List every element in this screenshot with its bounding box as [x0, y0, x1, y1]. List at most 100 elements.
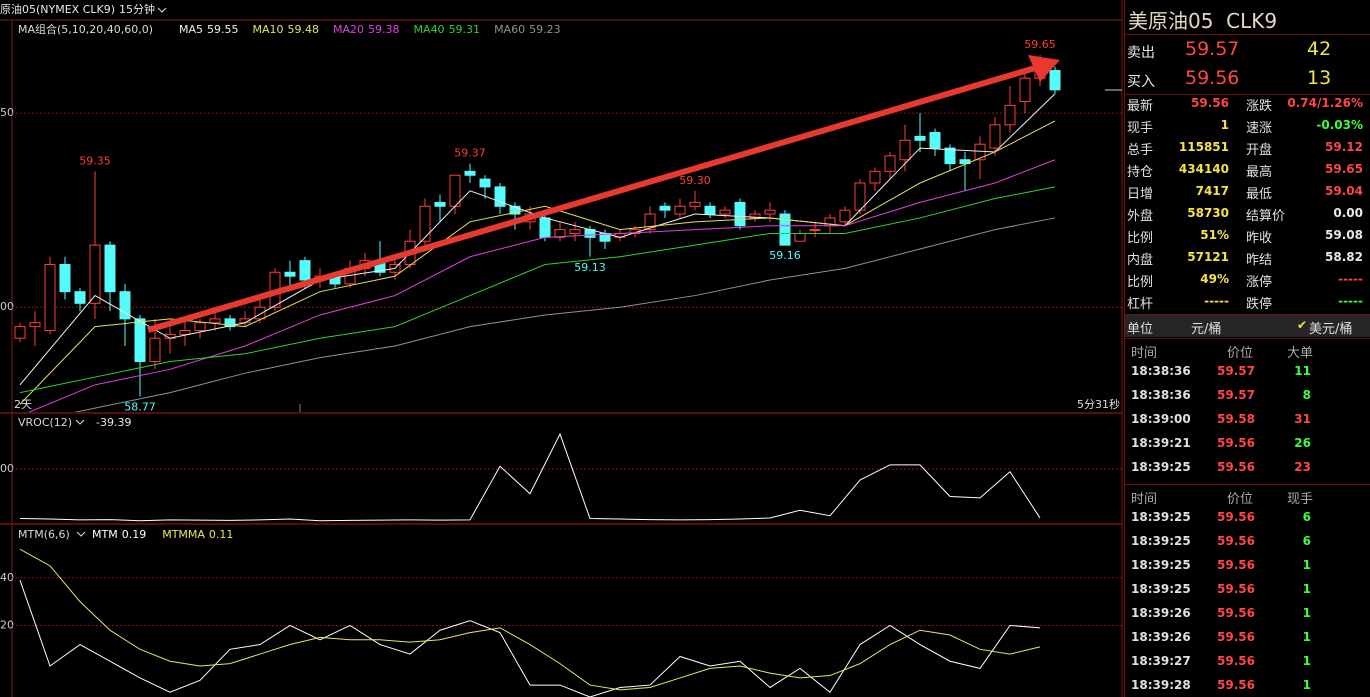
- ma-line: [28, 159, 1056, 412]
- ma-legend-name: MA5: [179, 23, 203, 36]
- stat-value: 0.00: [1333, 206, 1363, 220]
- table-header: 现手: [1287, 492, 1314, 507]
- volume-cell: 1: [1302, 630, 1311, 644]
- candle-body: [224, 318, 236, 328]
- stat-label: 速涨: [1246, 121, 1273, 136]
- low-label: 59.16: [769, 249, 801, 262]
- time-cell: 18:39:26: [1131, 606, 1191, 620]
- dropdown-arrow: [157, 7, 167, 13]
- vroc-value: -39.39: [96, 416, 131, 429]
- price-cell: 59.56: [1217, 678, 1255, 692]
- volume-cell: 23: [1294, 460, 1311, 474]
- candle-body: [254, 306, 266, 320]
- candle-body: [1019, 77, 1031, 103]
- table-header: 时间: [1131, 492, 1158, 507]
- candle-body: [794, 232, 806, 242]
- unit-option[interactable]: 元/桶: [1191, 322, 1222, 337]
- bid-volume: 13: [1307, 67, 1332, 89]
- candle-body: [464, 170, 476, 176]
- low-label: 59.13: [574, 261, 606, 274]
- divider: [1125, 338, 1370, 339]
- stat-label: 比例: [1127, 231, 1154, 246]
- stat-value: -0.03%: [1316, 118, 1363, 132]
- stat-label: 开盘: [1246, 143, 1273, 158]
- stat-value: -----: [1338, 294, 1363, 308]
- price-cell: 59.57: [1217, 388, 1255, 402]
- candle-body: [149, 337, 161, 363]
- candle-body: [89, 244, 101, 304]
- unit-option[interactable]: 美元/桶: [1309, 322, 1353, 337]
- y-tick-label: 40: [0, 571, 14, 584]
- left-label: 2天: [14, 398, 32, 411]
- candle-body: [479, 178, 491, 188]
- candle-body: [104, 244, 116, 293]
- candle-body: [839, 209, 851, 223]
- stat-label: 昨结: [1246, 253, 1273, 268]
- trend-arrow-head: [1028, 55, 1060, 82]
- time-cell: 18:39:27: [1131, 654, 1191, 668]
- volume-cell: 1: [1302, 678, 1311, 692]
- candle-body: [539, 217, 551, 238]
- high-label: 59.30: [679, 174, 711, 187]
- stat-label: 结算价: [1246, 209, 1286, 224]
- price-cell: 59.58: [1217, 412, 1255, 426]
- stat-label: 外盘: [1127, 209, 1154, 224]
- price-plot: [14, 54, 1061, 412]
- candle-body: [1049, 69, 1061, 91]
- unit-label: 单位: [1127, 322, 1154, 337]
- volume-cell: 1: [1302, 558, 1311, 572]
- divider: [1125, 34, 1370, 35]
- indicator-line: [19, 579, 1041, 697]
- stat-label: 比例: [1127, 275, 1154, 290]
- candle-body: [74, 291, 86, 304]
- time-cell: 18:39:26: [1131, 630, 1191, 644]
- table-header: 价位: [1227, 346, 1254, 361]
- period[interactable]: 15分钟: [119, 2, 155, 16]
- candle-body: [14, 326, 26, 339]
- stat-value: 57121: [1187, 250, 1229, 264]
- trend-arrow: [147, 65, 1036, 333]
- candle-body: [434, 201, 446, 207]
- stat-value: 58.82: [1325, 250, 1363, 264]
- stat-value: 59.65: [1325, 162, 1363, 176]
- y-tick-label: 20: [0, 618, 14, 631]
- stat-label: 最低: [1246, 187, 1273, 202]
- candle-body: [1004, 104, 1016, 126]
- stat-value: 51%: [1200, 228, 1229, 242]
- candle-body: [284, 271, 296, 277]
- price-cell: 59.56: [1217, 654, 1255, 668]
- candle-body: [989, 124, 1001, 149]
- vroc-label: VROC(12): [18, 416, 72, 429]
- table-header: 时间: [1131, 346, 1158, 361]
- table-header: 价位: [1227, 492, 1254, 507]
- mtm-legend-name: MTMMA: [162, 528, 205, 541]
- stat-value: 59.04: [1325, 184, 1363, 198]
- price-cell: 59.56: [1217, 558, 1255, 572]
- candle-body: [419, 205, 431, 242]
- symbol: 原油05(NYMEX CLK9): [0, 2, 115, 16]
- ma-line: [19, 93, 1056, 386]
- dropdown-arrow: [75, 419, 85, 425]
- stat-label: 杠杆: [1127, 297, 1154, 312]
- ma-legend-value: 59.31: [449, 23, 481, 36]
- table-header: 大单: [1287, 346, 1314, 361]
- candle-body: [944, 147, 956, 165]
- ma-legend-value: 59.48: [288, 23, 320, 36]
- volume-cell: 11: [1294, 364, 1311, 378]
- ma-line: [19, 186, 1056, 394]
- stat-label: 涨停: [1246, 275, 1273, 290]
- stat-value: -----: [1204, 294, 1229, 308]
- candle-body: [59, 264, 71, 293]
- candle-body: [494, 186, 506, 207]
- stat-value: 59.08: [1325, 228, 1363, 242]
- price-cell: 59.57: [1217, 364, 1255, 378]
- stat-label: 持仓: [1127, 165, 1154, 180]
- price-cell: 59.56: [1217, 510, 1255, 524]
- volume-cell: 1: [1302, 606, 1311, 620]
- price-cell: 59.56: [1217, 436, 1255, 450]
- volume-cell: 26: [1294, 436, 1311, 450]
- right-label: 5分31秒: [1077, 397, 1120, 411]
- divider: [1125, 94, 1370, 95]
- time-cell: 18:38:36: [1131, 388, 1191, 402]
- stat-label: 日增: [1127, 187, 1154, 202]
